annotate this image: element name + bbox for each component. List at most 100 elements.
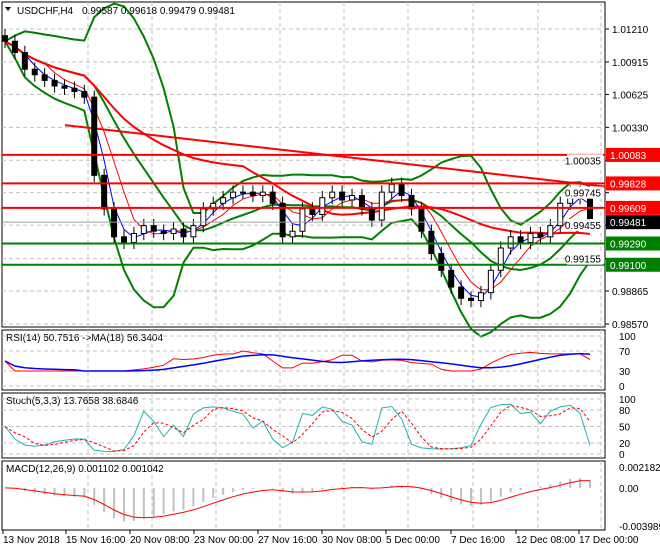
current-price-tag [606,215,660,230]
candle-body [388,183,395,193]
candle-body [487,269,494,294]
candle-body [587,197,593,223]
bollinger-upper [4,2,591,226]
indicator-axis-label: 70 [619,347,631,358]
candle-body [378,191,385,221]
indicator-axis-label: 0.00 [619,484,639,495]
current-price-label: 0.99481 [610,218,647,229]
candle-body [91,96,98,176]
candle-body [507,236,514,249]
candle-body [150,225,157,232]
price-axis-label: 1.00035 [565,156,602,167]
candle-body [31,68,38,76]
price-axis-label: 0.99455 [565,221,602,232]
candle-body [120,236,127,243]
candle-body [468,297,475,302]
candle-body [41,74,48,81]
x-axis-label: 13 Nov 2018 [3,535,60,546]
level-label: 0.99290 [610,240,647,251]
level-tag [606,147,660,162]
candle-body [368,208,375,221]
rsi-line [4,350,591,372]
candle-body [398,183,405,196]
candle-body [170,228,177,234]
price-axis-label: 1.00625 [612,90,649,101]
indicator-axis-label: 30 [619,367,631,378]
level-label: 1.00083 [610,151,647,162]
x-axis-label: 5 Dec 00:00 [386,535,440,546]
candle-body [190,225,197,238]
candle-body [210,202,217,210]
candle-body [477,292,484,302]
level-tag [606,236,660,251]
indicator-axis-label: 20 [619,439,631,450]
price-axis-label: 1.00330 [612,123,649,134]
level-label: 0.99828 [610,179,647,190]
macd-signal-line [4,480,591,519]
candle-body [101,174,108,210]
price-axis-label: 0.98570 [612,320,649,331]
candle-body [289,230,296,238]
x-axis-label: 23 Nov 00:00 [194,535,254,546]
price-axis-label-bg [567,186,603,199]
candle-body [130,232,137,243]
candle-body [239,191,246,194]
stoch-main-line [4,403,591,453]
candle-body [547,225,554,238]
candle-body [448,269,455,288]
candle-body [11,40,18,53]
candle-body [408,194,415,210]
symbol-label: USDCHF,H4 [17,6,74,17]
ma-slow [4,40,591,235]
candle-body [140,225,147,234]
candle-body [349,194,356,201]
price-axis-label-bg [567,252,603,265]
level-tag [606,200,660,215]
level-tag [606,257,660,272]
panel-frame-2 [1,392,606,459]
candle-body [299,208,306,232]
candle-body [249,191,256,196]
candle-body [309,208,316,215]
price-axis-label-bg [567,219,603,232]
candle-body [358,194,365,210]
candle-body [2,35,8,42]
level-tag [606,176,660,191]
candle-body [458,286,465,299]
level-label: 0.99609 [610,204,647,215]
candle-body [180,228,187,238]
candle-body [220,197,227,204]
x-axis-label: 20 Nov 08:00 [130,535,190,546]
dropdown-triangle-icon [5,7,11,11]
candle-body [51,79,58,87]
candle-body [329,191,336,199]
price-axis-label: 0.99155 [565,255,602,266]
x-axis-label: 12 Dec 08:00 [516,535,576,546]
indicator-axis-label: 0 [619,450,625,461]
price-axis-label: 1.01210 [612,25,649,36]
candle-body [428,230,435,255]
candle-body [259,191,266,196]
indicator-title: RSI(14) 50.7516 ->MA(18) 56.3404 [6,333,163,344]
panel-frame-1 [1,329,606,391]
indicator-title: Stoch(5,3,3) 13.7658 38.6846 [6,396,139,407]
bollinger-middle [4,40,591,272]
price-axis-label: 0.99745 [565,189,602,200]
candle-body [81,91,88,98]
x-axis-label: 30 Nov 08:00 [322,535,382,546]
indicator-title: MACD(12,26,9) 0.001102 0.001042 [6,464,164,475]
panel-frame-3 [1,460,606,531]
ohlc-label: 0.99587 0.99618 0.99479 0.99481 [82,6,235,17]
candle-body [71,87,78,93]
candle-body [527,232,534,243]
candle-body [61,85,68,89]
rsi-ma-line [4,352,591,372]
price-axis-label: 1.00915 [612,58,649,69]
candle-body [339,191,346,201]
x-axis-label: 17 Dec 00:00 [579,535,639,546]
candle-body [230,191,237,199]
panel-frame-0 [1,1,606,328]
price-axis-label: 0.98865 [612,287,649,298]
indicator-axis-label: -0.003989 [619,522,660,533]
